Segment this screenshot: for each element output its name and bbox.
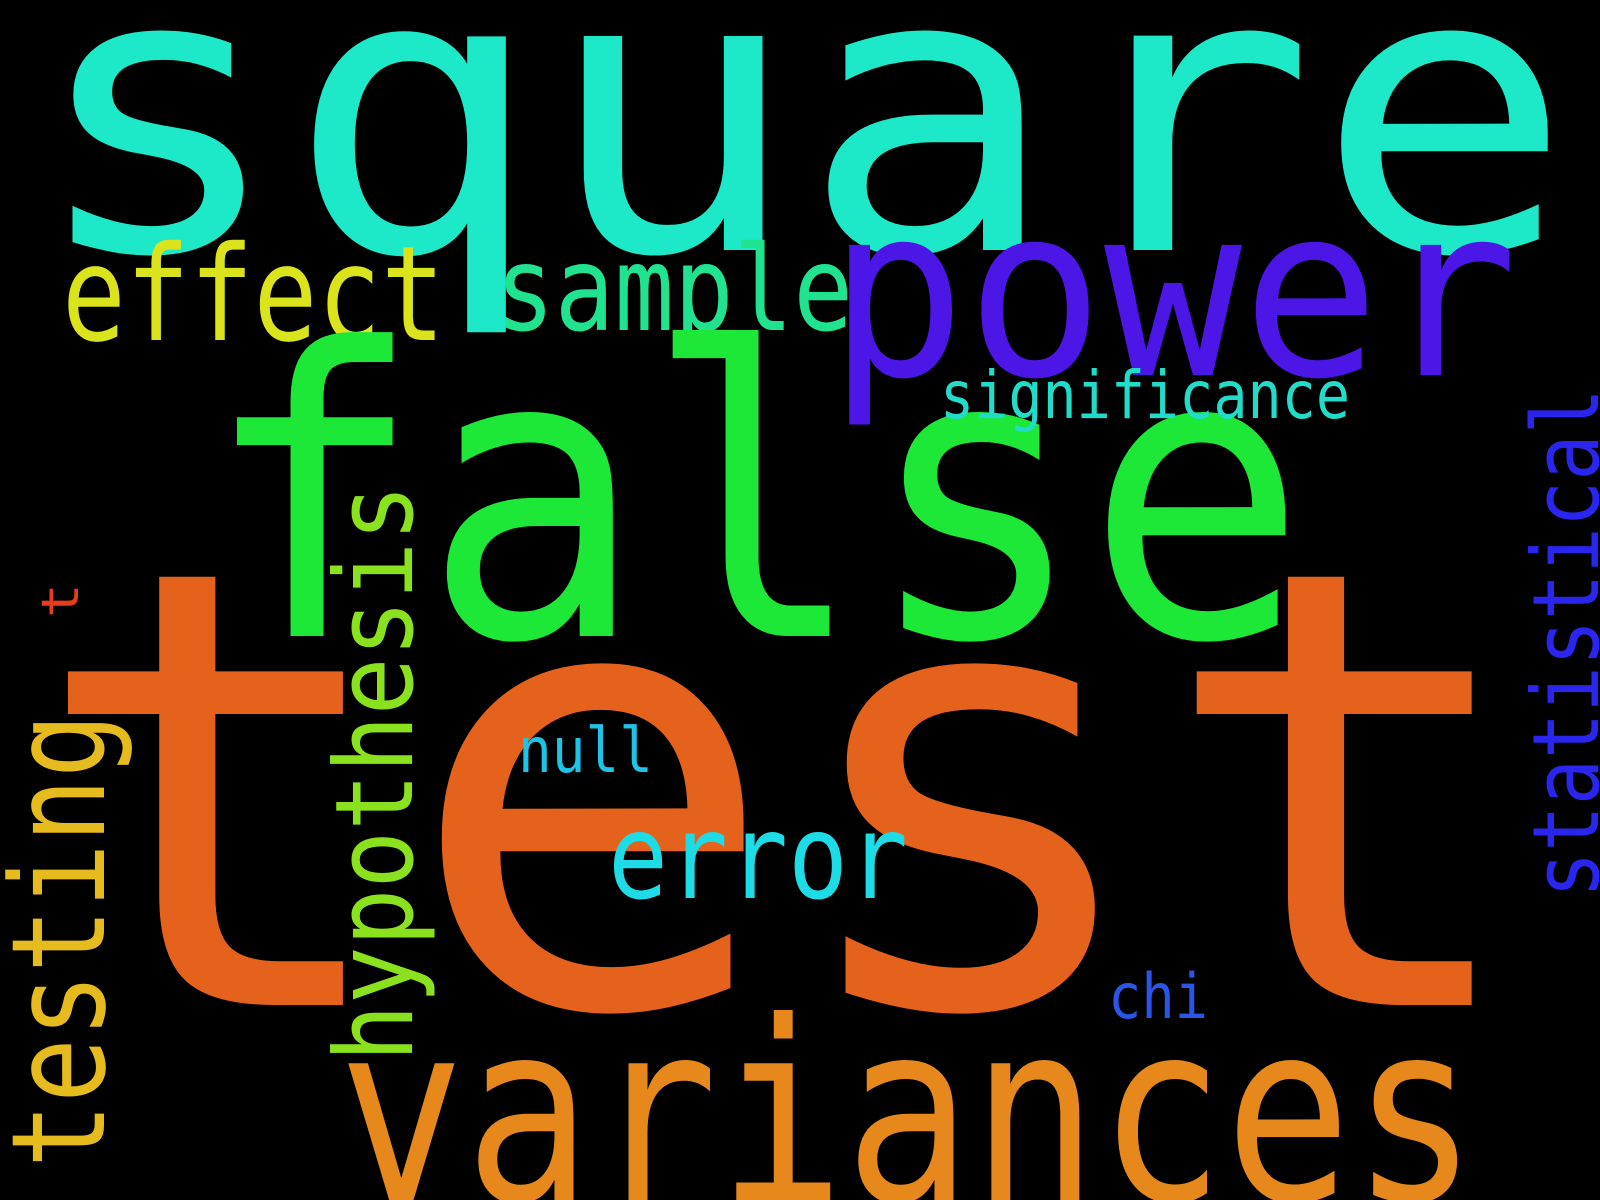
word-effect: effect xyxy=(62,218,445,372)
word-variances: variances xyxy=(338,968,1478,1200)
word-square: square xyxy=(28,0,1573,343)
word-sample: sample xyxy=(495,220,853,358)
word-significance: significance xyxy=(940,357,1350,434)
word-t: t xyxy=(31,583,91,618)
word-hypothesis: hypothesis xyxy=(313,484,438,1062)
word-testing: testing xyxy=(0,713,135,1168)
word-power: power xyxy=(828,155,1518,432)
word-chi: chi xyxy=(1108,960,1208,1033)
word-false: false xyxy=(202,266,1307,731)
word-test: test xyxy=(28,439,1533,1149)
word-error: error xyxy=(608,788,908,926)
word-statistical: statistical xyxy=(1513,388,1600,898)
word-null: null xyxy=(518,714,653,787)
